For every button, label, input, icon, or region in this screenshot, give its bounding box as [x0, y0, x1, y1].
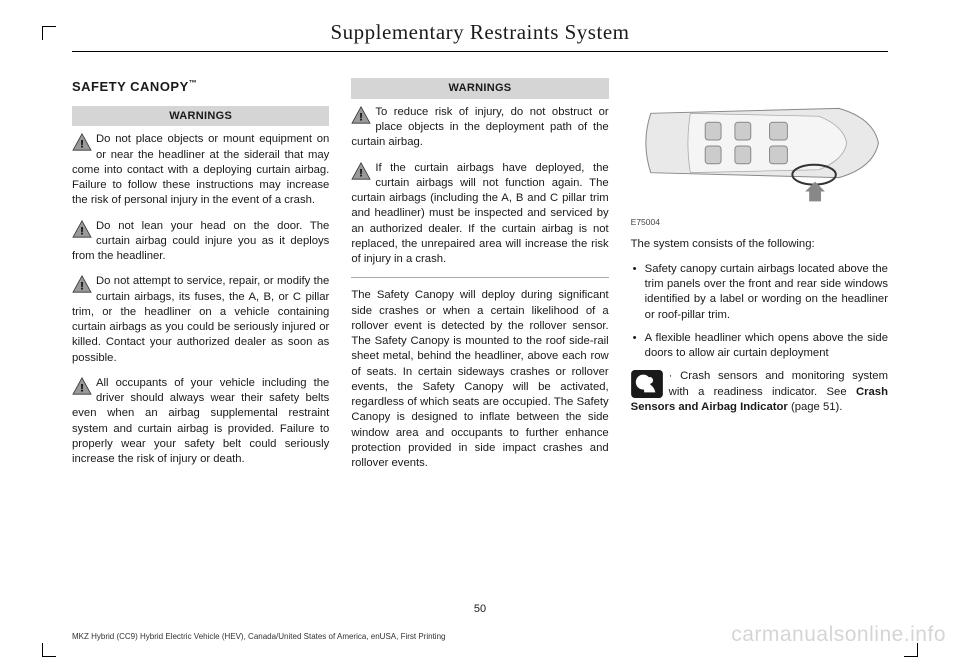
warning-2: ! Do not lean your head on the door. The…	[72, 219, 329, 265]
column-2: WARNINGS ! To reduce risk of injury, do …	[351, 78, 608, 481]
warning-4: ! All occupants of your vehicle includin…	[72, 376, 329, 468]
warning-3: ! Do not attempt to service, repair, or …	[72, 274, 329, 366]
warning-3-text: Do not attempt to service, repair, or mo…	[72, 275, 329, 363]
crop-mark-bottom-left	[42, 643, 56, 657]
system-bullet-list: Safety canopy curtain airbags located ab…	[631, 262, 888, 362]
warning-5-text: To reduce risk of injury, do not obstruc…	[351, 106, 608, 149]
svg-text:!: !	[359, 112, 363, 124]
warnings-bar: WARNINGS	[72, 106, 329, 127]
svg-text:!: !	[80, 225, 84, 237]
warning-triangle-icon: !	[351, 106, 371, 124]
safety-canopy-heading: SAFETY CANOPY™	[72, 78, 329, 96]
warning-6-text: If the curtain airbags have deployed, th…	[351, 162, 608, 266]
figure-label: E75004	[631, 217, 888, 228]
page-title: Supplementary Restraints System	[0, 20, 960, 45]
heading-text: SAFETY CANOPY	[72, 79, 189, 94]
svg-text:!: !	[80, 139, 84, 151]
warning-triangle-icon: !	[351, 162, 371, 180]
warnings-bar: WARNINGS	[351, 78, 608, 99]
content-columns: SAFETY CANOPY™ WARNINGS ! Do not place o…	[0, 52, 960, 481]
column-1: SAFETY CANOPY™ WARNINGS ! Do not place o…	[72, 78, 329, 481]
svg-text:!: !	[359, 167, 363, 179]
list-item: A flexible headliner which opens above t…	[631, 331, 888, 362]
warning-triangle-icon: !	[72, 275, 92, 293]
warning-5: ! To reduce risk of injury, do not obstr…	[351, 105, 608, 151]
warning-triangle-icon: !	[72, 377, 92, 395]
svg-text:!: !	[80, 281, 84, 293]
system-intro: The system consists of the following:	[631, 237, 888, 252]
svg-text:!: !	[80, 383, 84, 395]
airbag-indicator-icon	[631, 370, 663, 398]
warning-1: ! Do not place objects or mount equipmen…	[72, 132, 329, 208]
column-3: E75004 The system consists of the follow…	[631, 78, 888, 481]
watermark-text: carmanualsonline.info	[731, 623, 946, 647]
trademark-symbol: ™	[189, 79, 198, 88]
vehicle-top-view-diagram	[631, 78, 888, 208]
warning-triangle-icon: !	[72, 220, 92, 238]
list-item: Safety canopy curtain airbags located ab…	[631, 262, 888, 323]
warning-1-text: Do not place objects or mount equipment …	[72, 133, 329, 206]
crop-mark-top-left	[42, 26, 56, 40]
warning-6: ! If the curtain airbags have deployed, …	[351, 161, 608, 279]
crash-tail: (page 51).	[788, 401, 843, 413]
warning-4-text: All occupants of your vehicle including …	[72, 377, 329, 465]
warning-2-text: Do not lean your head on the door. The c…	[72, 220, 329, 263]
warning-triangle-icon: !	[72, 133, 92, 151]
crash-sensors-block: · Crash sensors and monitoring system wi…	[631, 369, 888, 415]
safety-canopy-body: The Safety Canopy will deploy during sig…	[351, 288, 608, 471]
page-number: 50	[0, 603, 960, 615]
footer-text: MKZ Hybrid (CC9) Hybrid Electric Vehicle…	[72, 632, 445, 641]
